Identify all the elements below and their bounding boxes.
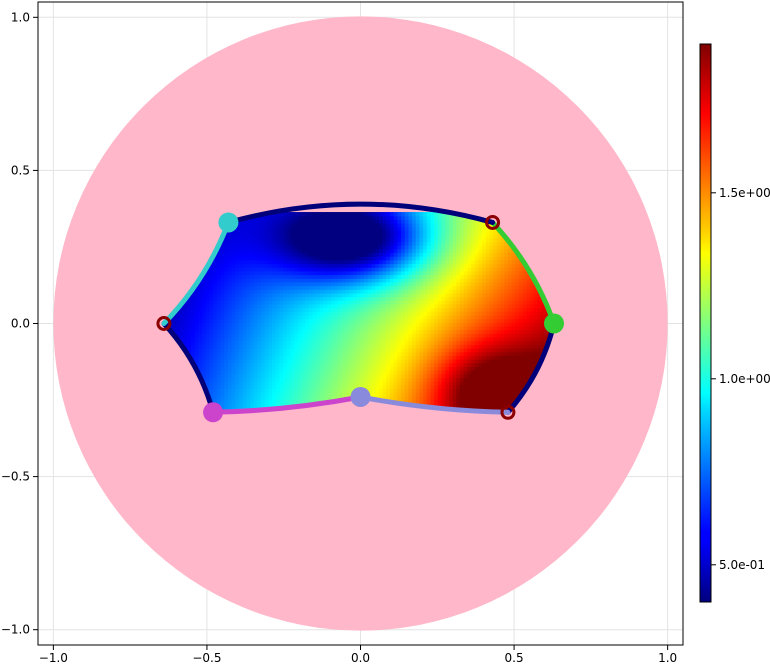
boundary-edge-6 (161, 219, 231, 326)
boundary-edge-4 (210, 394, 363, 415)
colorbar-tick-label: 5.0e-01 (719, 558, 765, 572)
vertex-marker-7 (218, 212, 239, 233)
boundary-edge-2 (505, 321, 557, 415)
vertex-marker-3 (500, 404, 516, 420)
x-tick-label: −1.0 (39, 651, 68, 665)
vertex-marker-2 (544, 313, 564, 334)
colorbar-tick-label: 1.0e+00 (719, 372, 770, 386)
vertex-marker-4 (350, 386, 371, 407)
colorbar-tick-label: 1.5e+00 (719, 186, 770, 200)
vertex-marker-5 (203, 402, 224, 423)
y-tick-label: −1.0 (1, 623, 30, 637)
boundary-edge-7 (225, 201, 496, 225)
x-tick-label: 0.5 (505, 651, 524, 665)
y-axis-ticks: −1.0 −0.5 0.0 0.5 1.0 (1, 10, 38, 637)
x-axis-ticks: −1.0 −0.5 0.0 0.5 1.0 (39, 645, 677, 665)
boundary-edge-1 (490, 219, 557, 326)
boundary-edge-5 (161, 321, 216, 415)
x-tick-label: 1.0 (658, 651, 677, 665)
y-tick-label: 1.0 (11, 10, 30, 24)
y-tick-label: 0.5 (11, 163, 30, 177)
y-tick-label: −0.5 (1, 470, 30, 484)
colorbar (699, 43, 712, 603)
colorbar-ticks: 5.0e-01 1.0e+00 1.5e+00 (711, 186, 770, 572)
x-tick-label: −0.5 (192, 651, 221, 665)
y-tick-label: 0.0 (11, 317, 30, 331)
boundary-edges (161, 201, 557, 415)
vertex-markers (156, 212, 564, 423)
x-tick-label: 0.0 (351, 651, 370, 665)
vertex-marker-1 (485, 214, 501, 230)
vertex-marker-6 (156, 316, 172, 331)
boundary-edge-3 (358, 394, 511, 415)
